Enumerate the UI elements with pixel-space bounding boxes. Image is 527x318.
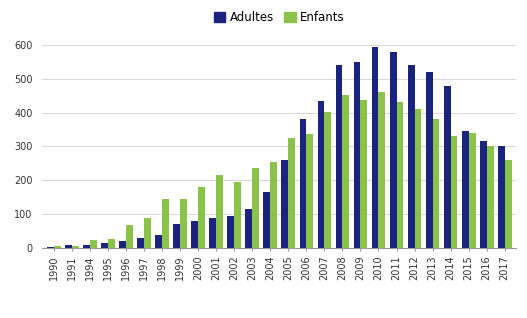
Bar <box>119 241 126 248</box>
Bar <box>252 169 259 248</box>
Bar <box>462 131 469 248</box>
Bar <box>469 133 475 248</box>
Bar <box>378 92 385 248</box>
Bar <box>155 235 162 248</box>
Bar <box>433 119 440 248</box>
Bar <box>343 95 349 248</box>
Bar <box>227 216 234 248</box>
Legend: Adultes, Enfants: Adultes, Enfants <box>209 6 350 29</box>
Bar <box>246 209 252 248</box>
Bar <box>389 52 396 248</box>
Bar <box>209 218 216 248</box>
Bar <box>354 62 360 248</box>
Bar <box>498 147 505 248</box>
Bar <box>505 160 512 248</box>
Bar <box>288 138 295 248</box>
Bar <box>216 175 223 248</box>
Bar <box>191 221 198 248</box>
Bar <box>90 239 97 248</box>
Bar <box>372 47 378 248</box>
Bar <box>487 146 494 248</box>
Bar <box>426 72 433 248</box>
Bar <box>408 65 415 248</box>
Bar <box>234 182 241 248</box>
Bar <box>144 218 151 248</box>
Bar <box>281 160 288 248</box>
Bar <box>137 238 144 248</box>
Bar <box>101 243 108 248</box>
Bar <box>54 246 61 248</box>
Bar <box>47 247 54 248</box>
Bar <box>336 65 343 248</box>
Bar <box>318 101 325 248</box>
Bar <box>126 225 133 248</box>
Bar <box>270 162 277 248</box>
Bar <box>264 192 270 248</box>
Bar <box>480 142 487 248</box>
Bar <box>396 102 403 248</box>
Bar <box>299 119 306 248</box>
Bar <box>108 238 115 248</box>
Bar <box>415 109 422 248</box>
Bar <box>198 187 205 248</box>
Bar <box>65 245 72 248</box>
Bar <box>360 100 367 248</box>
Bar <box>72 246 79 248</box>
Bar <box>306 134 313 248</box>
Bar <box>451 136 457 248</box>
Bar <box>83 245 90 248</box>
Bar <box>180 199 187 248</box>
Bar <box>173 224 180 248</box>
Bar <box>325 112 331 248</box>
Bar <box>162 199 169 248</box>
Bar <box>444 86 451 248</box>
